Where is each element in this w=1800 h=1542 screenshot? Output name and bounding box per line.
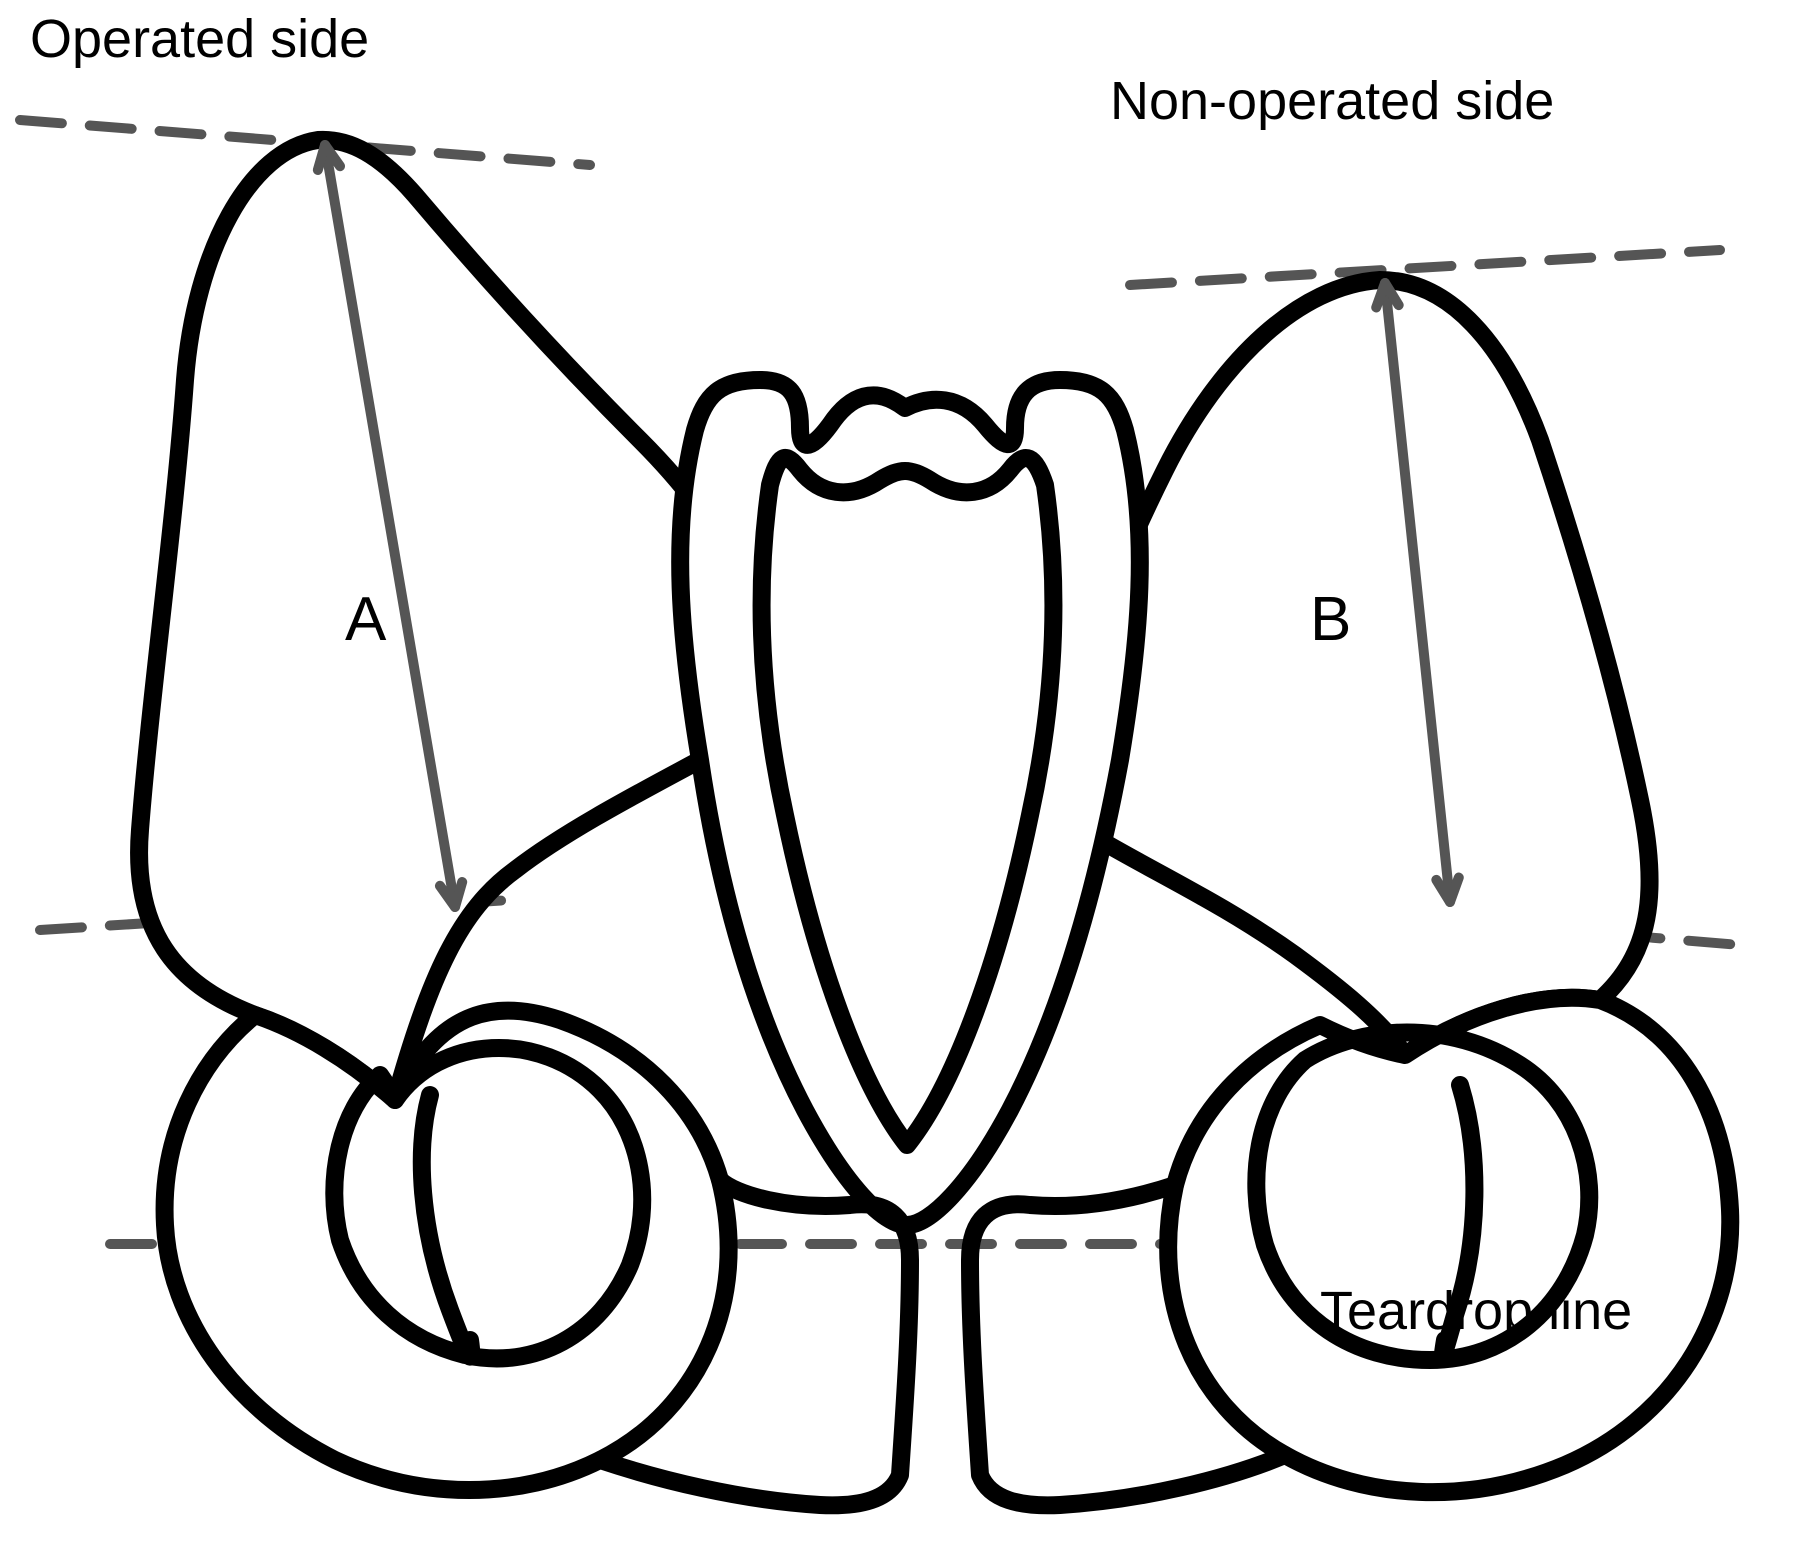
left-ilium xyxy=(139,140,760,1100)
label-teardrop-line: Teardrop line xyxy=(1320,1280,1632,1342)
label-a: A xyxy=(345,584,386,655)
right-acetabulum xyxy=(1168,998,1730,1492)
label-operated-side: Operated side xyxy=(30,8,369,70)
label-b: B xyxy=(1310,584,1351,655)
right-ilium xyxy=(1056,280,1649,1055)
label-non-operated-side: Non-operated side xyxy=(1110,70,1554,132)
